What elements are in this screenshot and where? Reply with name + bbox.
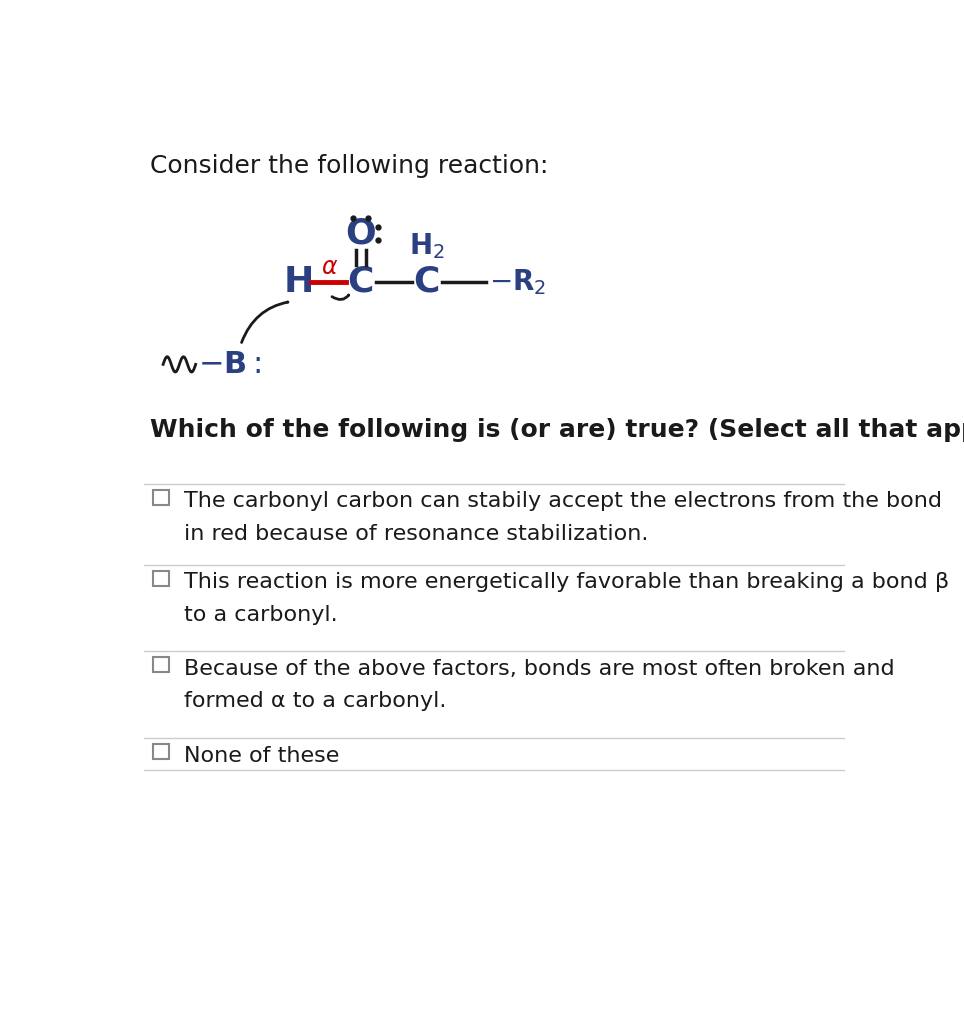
Text: Because of the above factors, bonds are most often broken and: Because of the above factors, bonds are … bbox=[184, 659, 895, 678]
Bar bbox=[153, 490, 169, 506]
Text: Which of the following is (or are) true? (Select all that apply.): Which of the following is (or are) true?… bbox=[150, 418, 964, 442]
Text: in red because of resonance stabilization.: in red because of resonance stabilizatio… bbox=[184, 523, 649, 544]
Text: O: O bbox=[345, 217, 376, 251]
Text: $-$R$_2$: $-$R$_2$ bbox=[489, 267, 546, 297]
Bar bbox=[153, 744, 169, 760]
Text: The carbonyl carbon can stabily accept the electrons from the bond: The carbonyl carbon can stabily accept t… bbox=[184, 491, 942, 511]
Text: H$_2$: H$_2$ bbox=[409, 231, 444, 261]
Text: H: H bbox=[283, 265, 314, 299]
Text: $-$B$:$: $-$B$:$ bbox=[198, 350, 261, 379]
Text: C: C bbox=[348, 265, 374, 299]
Bar bbox=[153, 571, 169, 586]
Text: formed α to a carbonyl.: formed α to a carbonyl. bbox=[184, 691, 446, 710]
Text: to a carbonyl.: to a carbonyl. bbox=[184, 604, 337, 625]
Text: This reaction is more energetically favorable than breaking a bond β: This reaction is more energetically favo… bbox=[184, 573, 950, 592]
Text: Consider the following reaction:: Consider the following reaction: bbox=[150, 154, 549, 178]
FancyArrowPatch shape bbox=[332, 295, 349, 299]
FancyArrowPatch shape bbox=[242, 302, 288, 342]
Bar bbox=[153, 657, 169, 672]
Text: C: C bbox=[414, 265, 440, 299]
Text: None of these: None of these bbox=[184, 745, 339, 766]
Text: $\alpha$: $\alpha$ bbox=[321, 255, 338, 279]
